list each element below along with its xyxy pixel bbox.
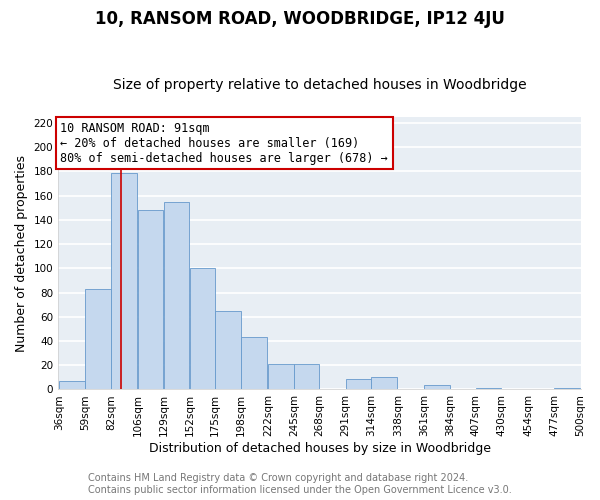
Bar (164, 202, 189, 390)
Text: 10 RANSOM ROAD: 91sqm
← 20% of detached houses are smaller (169)
80% of semi-det: 10 RANSOM ROAD: 91sqm ← 20% of detached … (61, 122, 388, 164)
Text: 10, RANSOM ROAD, WOODBRIDGE, IP12 4JU: 10, RANSOM ROAD, WOODBRIDGE, IP12 4JU (95, 10, 505, 28)
Bar (111, 172, 137, 390)
Bar (294, 364, 319, 390)
Bar (371, 378, 397, 390)
Bar (215, 310, 241, 390)
Bar (241, 338, 266, 390)
Bar (424, 384, 449, 390)
Text: Contains HM Land Registry data © Crown copyright and database right 2024.
Contai: Contains HM Land Registry data © Crown c… (88, 474, 512, 495)
Bar (190, 268, 215, 390)
Bar (59, 381, 85, 390)
Bar (268, 364, 293, 390)
Bar (476, 388, 501, 390)
Y-axis label: Number of detached properties: Number of detached properties (15, 154, 28, 352)
Bar (85, 289, 111, 390)
Bar (138, 210, 163, 390)
Bar (346, 378, 371, 390)
X-axis label: Distribution of detached houses by size in Woodbridge: Distribution of detached houses by size … (149, 442, 491, 455)
Bar (554, 388, 580, 390)
Title: Size of property relative to detached houses in Woodbridge: Size of property relative to detached ho… (113, 78, 526, 92)
